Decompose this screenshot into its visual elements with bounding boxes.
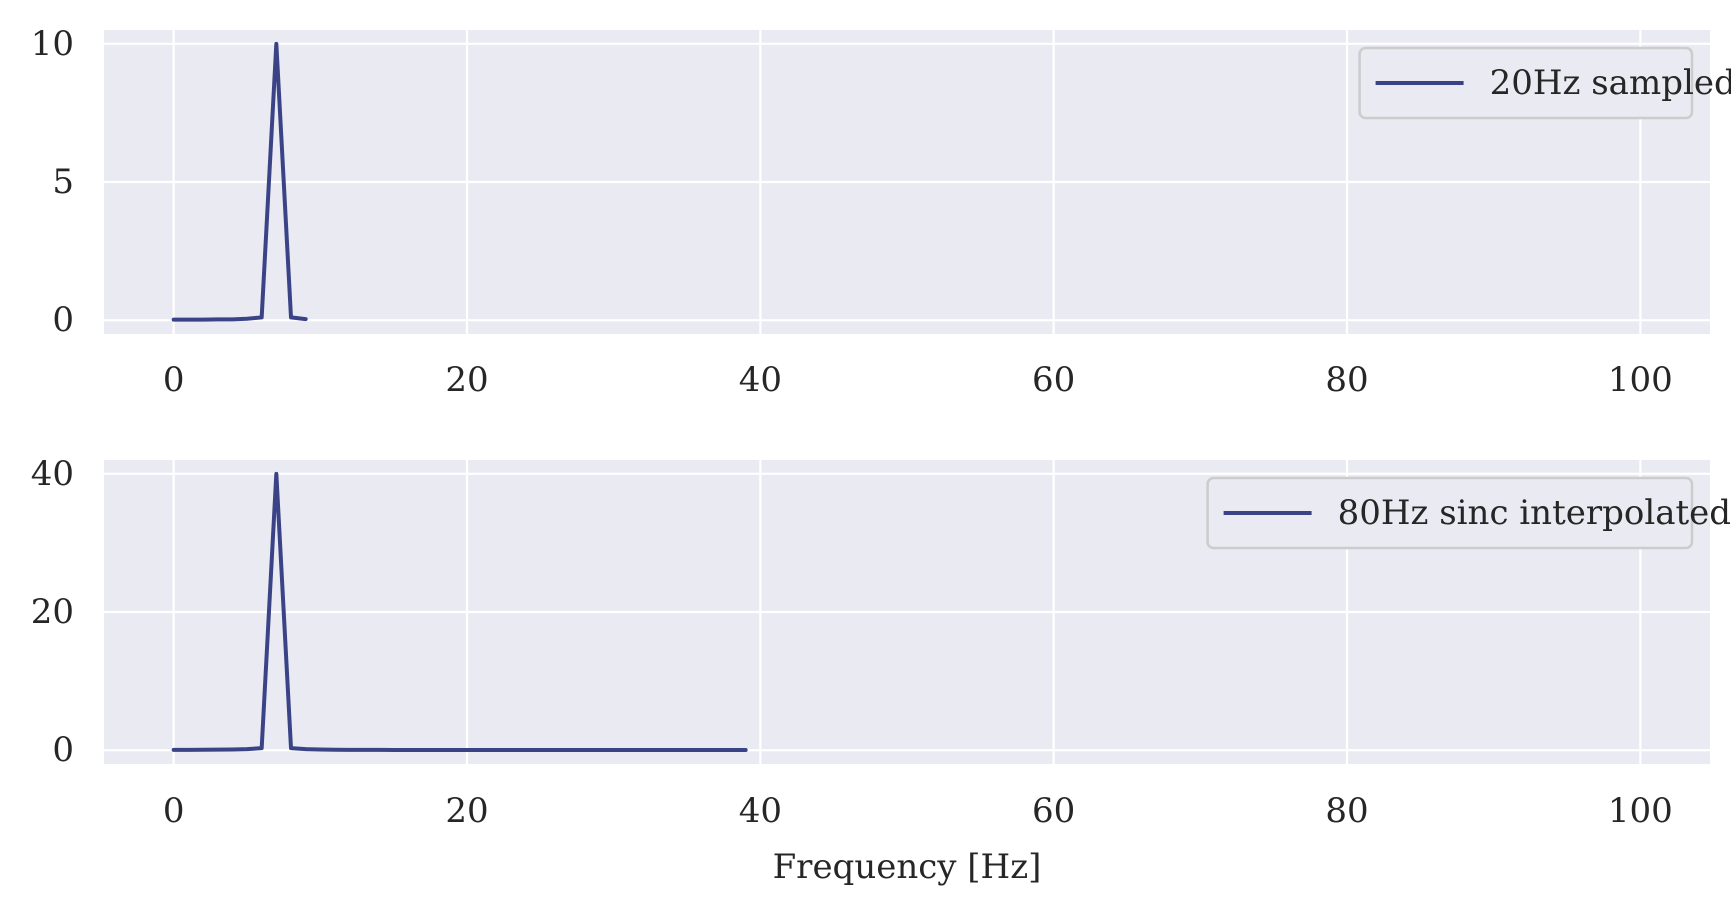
x-tick-label: 20 xyxy=(445,360,488,400)
x-tick-label: 60 xyxy=(1032,791,1075,831)
x-tick-label: 60 xyxy=(1032,360,1075,400)
y-tick-label: 20 xyxy=(31,592,74,632)
x-tick-label: 40 xyxy=(739,360,782,400)
legend-box xyxy=(1206,476,1694,550)
x-axis-title: Frequency [Hz] xyxy=(773,847,1042,887)
x-tick-label: 0 xyxy=(163,360,185,400)
x-tick-label: 40 xyxy=(739,791,782,831)
legend-label: 80Hz sinc interpolated xyxy=(1338,493,1731,533)
legend: 80Hz sinc interpolated xyxy=(1206,476,1731,550)
series-line xyxy=(171,41,308,322)
legend: 20Hz sampled xyxy=(1358,46,1731,120)
y-tick-label: 5 xyxy=(52,162,74,202)
y-tick-label: 10 xyxy=(31,24,74,64)
x-tick-label: 80 xyxy=(1325,791,1368,831)
chart-panel-2: 0 20 40 60 80 100 0 20 40 80Hz sinc interpolated F… xyxy=(31,454,1731,887)
legend-box xyxy=(1358,46,1694,120)
y-tick-label: 40 xyxy=(31,454,74,494)
chart-panel-1: 0 20 40 60 80 100 0 5 10 20Hz sampled xyxy=(31,24,1731,400)
x-tick-label: 20 xyxy=(445,791,488,831)
y-tick-label: 0 xyxy=(52,300,74,340)
x-tick-label: 0 xyxy=(163,791,185,831)
y-tick-label: 0 xyxy=(52,730,74,770)
series-line xyxy=(171,471,748,752)
x-tick-label: 80 xyxy=(1325,360,1368,400)
x-tick-label: 100 xyxy=(1608,360,1673,400)
x-tick-label: 100 xyxy=(1608,791,1673,831)
legend-label: 20Hz sampled xyxy=(1490,63,1731,103)
